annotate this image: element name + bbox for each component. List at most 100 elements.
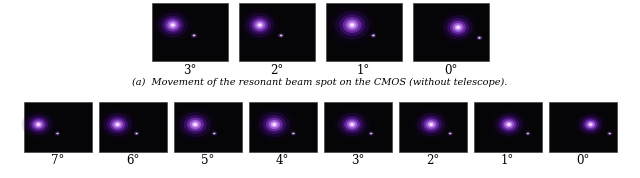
Ellipse shape [607,132,612,135]
Ellipse shape [252,18,268,32]
Ellipse shape [180,112,211,137]
Ellipse shape [55,132,60,135]
Bar [326,3,401,61]
Text: 1°: 1° [501,153,514,166]
Text: (a)  Movement of the resonant beam spot on the CMOS (without telescope).: (a) Movement of the resonant beam spot o… [132,77,508,87]
Ellipse shape [38,124,40,125]
Ellipse shape [426,120,436,129]
Ellipse shape [292,132,295,135]
Ellipse shape [370,132,372,135]
Ellipse shape [213,132,216,135]
Ellipse shape [280,34,283,37]
Ellipse shape [449,133,451,134]
Ellipse shape [249,16,271,34]
Ellipse shape [447,18,469,36]
Ellipse shape [371,133,372,134]
Ellipse shape [158,13,188,37]
Bar [323,102,392,152]
Ellipse shape [333,110,371,139]
Bar [99,102,166,152]
Ellipse shape [134,132,140,135]
Ellipse shape [29,117,48,132]
Ellipse shape [193,35,195,36]
Ellipse shape [33,121,44,129]
Ellipse shape [491,110,527,139]
Ellipse shape [245,13,275,37]
Ellipse shape [192,122,199,127]
Ellipse shape [351,24,353,26]
Ellipse shape [214,133,215,134]
Ellipse shape [350,23,355,27]
Ellipse shape [346,20,358,30]
Bar [152,3,227,61]
Ellipse shape [369,132,374,135]
Ellipse shape [420,116,442,133]
Text: 0°: 0° [444,64,457,77]
Ellipse shape [499,116,519,133]
Ellipse shape [36,123,40,126]
Ellipse shape [280,35,282,36]
Ellipse shape [349,122,355,127]
Ellipse shape [449,132,452,135]
Ellipse shape [257,22,263,28]
Text: 3°: 3° [351,153,364,166]
Ellipse shape [339,14,365,36]
Ellipse shape [348,22,356,28]
Ellipse shape [342,116,363,133]
Bar [548,102,616,152]
Ellipse shape [258,23,262,27]
Ellipse shape [254,20,265,30]
Ellipse shape [350,123,354,126]
Bar [248,102,317,152]
Ellipse shape [347,120,357,129]
Ellipse shape [116,124,118,125]
Ellipse shape [26,114,52,135]
Ellipse shape [266,118,283,131]
Ellipse shape [590,124,591,125]
Ellipse shape [372,35,374,36]
Ellipse shape [504,120,514,129]
Ellipse shape [444,15,473,40]
Ellipse shape [107,116,128,133]
Ellipse shape [335,11,369,40]
Ellipse shape [193,123,197,126]
Ellipse shape [457,27,459,28]
Ellipse shape [263,115,286,134]
Ellipse shape [450,21,466,34]
Ellipse shape [371,33,376,38]
Ellipse shape [413,110,449,139]
Ellipse shape [172,24,174,26]
Ellipse shape [429,123,433,126]
Ellipse shape [344,118,360,131]
Ellipse shape [241,9,278,41]
Ellipse shape [278,33,284,38]
Ellipse shape [259,24,261,26]
Ellipse shape [35,122,42,127]
Ellipse shape [508,124,510,125]
Ellipse shape [455,25,461,30]
Text: 2°: 2° [270,64,283,77]
Ellipse shape [175,108,215,141]
Ellipse shape [162,16,184,34]
Ellipse shape [495,113,523,136]
Text: 7°: 7° [51,153,64,166]
Ellipse shape [110,118,125,131]
Text: 3°: 3° [183,64,196,77]
Text: 5°: 5° [201,153,214,166]
Ellipse shape [170,22,176,28]
Ellipse shape [588,122,593,127]
Ellipse shape [187,118,204,131]
Ellipse shape [167,20,178,30]
Bar [239,3,314,61]
Ellipse shape [476,35,483,40]
Ellipse shape [424,118,439,131]
Ellipse shape [255,108,294,141]
Ellipse shape [171,23,175,27]
Text: 1°: 1° [357,64,370,77]
Ellipse shape [99,110,136,139]
Text: 0°: 0° [576,153,589,166]
Ellipse shape [165,18,180,32]
Ellipse shape [292,133,294,134]
Bar [24,102,92,152]
Ellipse shape [501,118,516,130]
